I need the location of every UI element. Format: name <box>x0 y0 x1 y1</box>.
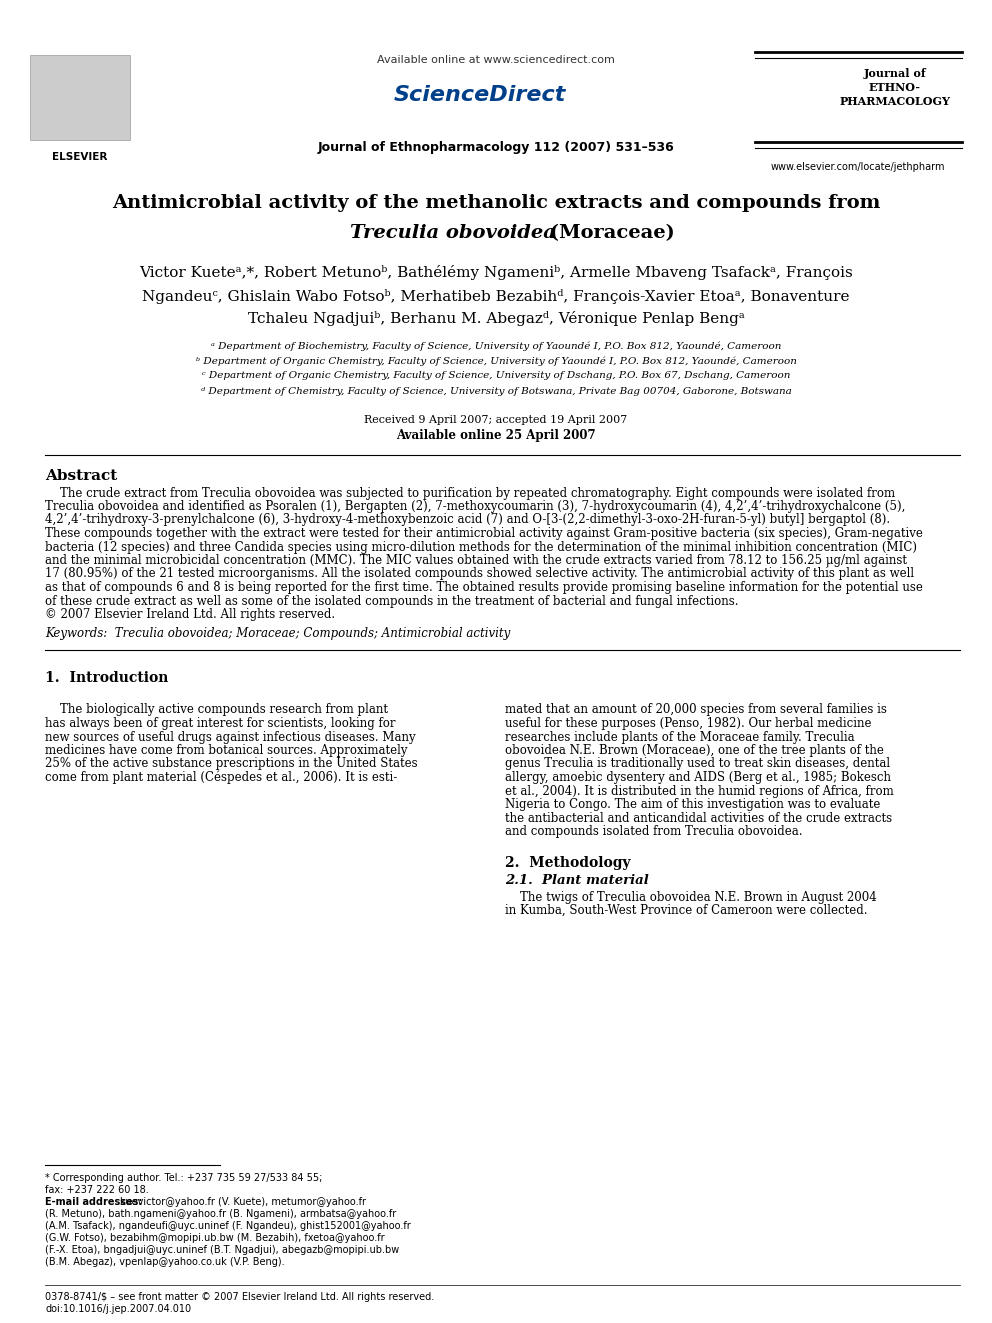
Text: Treculia obovoidea and identified as Psoralen (1), Bergapten (2), 7-methoxycouma: Treculia obovoidea and identified as Pso… <box>45 500 906 513</box>
Text: et al., 2004). It is distributed in the humid regions of Africa, from: et al., 2004). It is distributed in the … <box>505 785 894 798</box>
Text: obovoidea N.E. Brown (Moraceae), one of the tree plants of the: obovoidea N.E. Brown (Moraceae), one of … <box>505 744 884 757</box>
Text: The biologically active compounds research from plant: The biologically active compounds resear… <box>45 704 388 717</box>
Text: The crude extract from Treculia obovoidea was subjected to purification by repea: The crude extract from Treculia obovoide… <box>45 487 895 500</box>
Text: Nigeria to Congo. The aim of this investigation was to evaluate: Nigeria to Congo. The aim of this invest… <box>505 798 880 811</box>
Text: 4,2’,4’-trihydroxy-3-prenylchalcone (6), 3-hydroxy-4-methoxybenzoic acid (7) and: 4,2’,4’-trihydroxy-3-prenylchalcone (6),… <box>45 513 890 527</box>
Text: allergy, amoebic dysentery and AIDS (Berg et al., 1985; Bokesch: allergy, amoebic dysentery and AIDS (Ber… <box>505 771 891 785</box>
Text: (F.-X. Etoa), bngadjui@uyc.uninef (B.T. Ngadjui), abegazb@mopipi.ub.bw: (F.-X. Etoa), bngadjui@uyc.uninef (B.T. … <box>45 1245 399 1256</box>
Text: * Corresponding author. Tel.: +237 735 59 27/533 84 55;: * Corresponding author. Tel.: +237 735 5… <box>45 1174 322 1183</box>
Text: www.elsevier.com/locate/jethpharm: www.elsevier.com/locate/jethpharm <box>771 161 945 172</box>
Text: as that of compounds 6 and 8 is being reported for the first time. The obtained : as that of compounds 6 and 8 is being re… <box>45 581 923 594</box>
Text: kuevictor@yahoo.fr (V. Kuete), metumor@yahoo.fr: kuevictor@yahoo.fr (V. Kuete), metumor@y… <box>120 1197 366 1207</box>
Text: 1.  Introduction: 1. Introduction <box>45 671 169 685</box>
Text: ᵈ Department of Chemistry, Faculty of Science, University of Botswana, Private B: ᵈ Department of Chemistry, Faculty of Sc… <box>200 386 792 396</box>
Text: Victor Kueteᵃ,*, Robert Metunoᵇ, Bathélémy Ngameniᵇ, Armelle Mbaveng Tsafackᵃ, F: Victor Kueteᵃ,*, Robert Metunoᵇ, Bathélé… <box>139 265 853 279</box>
Text: medicines have come from botanical sources. Approximately: medicines have come from botanical sourc… <box>45 744 408 757</box>
Text: doi:10.1016/j.jep.2007.04.010: doi:10.1016/j.jep.2007.04.010 <box>45 1304 191 1314</box>
Text: Journal of: Journal of <box>864 67 927 79</box>
Text: 17 (80.95%) of the 21 tested microorganisms. All the isolated compounds showed s: 17 (80.95%) of the 21 tested microorgani… <box>45 568 914 581</box>
Text: of these crude extract as well as some of the isolated compounds in the treatmen: of these crude extract as well as some o… <box>45 594 738 607</box>
Text: ELSEVIER: ELSEVIER <box>53 152 108 161</box>
Bar <box>30 56 130 140</box>
Text: 0378-8741/$ – see front matter © 2007 Elsevier Ireland Ltd. All rights reserved.: 0378-8741/$ – see front matter © 2007 El… <box>45 1293 434 1302</box>
Text: E-mail addresses:: E-mail addresses: <box>45 1197 143 1207</box>
Text: come from plant material (Céspedes et al., 2006). It is esti-: come from plant material (Céspedes et al… <box>45 771 397 785</box>
Text: bacteria (12 species) and three Candida species using micro-dilution methods for: bacteria (12 species) and three Candida … <box>45 541 917 553</box>
Text: ᵇ Department of Organic Chemistry, Faculty of Science, University of Yaoundé I, : ᵇ Department of Organic Chemistry, Facul… <box>195 356 797 365</box>
Text: (A.M. Tsafack), ngandeufi@uyc.uninef (F. Ngandeu), ghist152001@yahoo.fr: (A.M. Tsafack), ngandeufi@uyc.uninef (F.… <box>45 1221 411 1230</box>
Text: Available online at www.sciencedirect.com: Available online at www.sciencedirect.co… <box>377 56 615 65</box>
Text: ᶜ Department of Organic Chemistry, Faculty of Science, University of Dschang, P.: ᶜ Department of Organic Chemistry, Facul… <box>201 372 791 381</box>
Text: ScienceDirect: ScienceDirect <box>394 85 566 105</box>
Text: and compounds isolated from Treculia obovoidea.: and compounds isolated from Treculia obo… <box>505 826 803 837</box>
Text: Tchaleu Ngadjuiᵇ, Berhanu M. Abegazᵈ, Véronique Penlap Bengᵃ: Tchaleu Ngadjuiᵇ, Berhanu M. Abegazᵈ, Vé… <box>248 311 744 325</box>
Text: (B.M. Abegaz), vpenlap@yahoo.co.uk (V.P. Beng).: (B.M. Abegaz), vpenlap@yahoo.co.uk (V.P.… <box>45 1257 285 1267</box>
Text: fax: +237 222 60 18.: fax: +237 222 60 18. <box>45 1185 149 1195</box>
Text: PHARMACOLOGY: PHARMACOLOGY <box>839 97 950 107</box>
Text: the antibacterial and anticandidal activities of the crude extracts: the antibacterial and anticandidal activ… <box>505 811 892 824</box>
Text: new sources of useful drugs against infectious diseases. Many: new sources of useful drugs against infe… <box>45 730 416 744</box>
Text: Ngandeuᶜ, Ghislain Wabo Fotsoᵇ, Merhatibeb Bezabihᵈ, François-Xavier Etoaᵃ, Bona: Ngandeuᶜ, Ghislain Wabo Fotsoᵇ, Merhatib… <box>142 288 850 303</box>
Text: Keywords:  Treculia obovoidea; Moraceae; Compounds; Antimicrobial activity: Keywords: Treculia obovoidea; Moraceae; … <box>45 627 510 640</box>
Text: ETHNO-: ETHNO- <box>869 82 921 93</box>
Text: (G.W. Fotso), bezabihm@mopipi.ub.bw (M. Bezabih), fxetoa@yahoo.fr: (G.W. Fotso), bezabihm@mopipi.ub.bw (M. … <box>45 1233 385 1244</box>
Text: 25% of the active substance prescriptions in the United States: 25% of the active substance prescription… <box>45 758 418 770</box>
Text: useful for these purposes (Penso, 1982). Our herbal medicine: useful for these purposes (Penso, 1982).… <box>505 717 872 730</box>
Text: Treculia obovoidea: Treculia obovoidea <box>350 224 556 242</box>
Text: Received 9 April 2007; accepted 19 April 2007: Received 9 April 2007; accepted 19 April… <box>364 415 628 425</box>
Text: mated that an amount of 20,000 species from several families is: mated that an amount of 20,000 species f… <box>505 704 887 717</box>
Text: genus Treculia is traditionally used to treat skin diseases, dental: genus Treculia is traditionally used to … <box>505 758 890 770</box>
Text: ᵃ Department of Biochemistry, Faculty of Science, University of Yaoundé I, P.O. : ᵃ Department of Biochemistry, Faculty of… <box>211 341 781 351</box>
Text: (Moraceae): (Moraceae) <box>543 224 675 242</box>
Text: has always been of great interest for scientists, looking for: has always been of great interest for sc… <box>45 717 396 730</box>
Text: These compounds together with the extract were tested for their antimicrobial ac: These compounds together with the extrac… <box>45 527 923 540</box>
Text: © 2007 Elsevier Ireland Ltd. All rights reserved.: © 2007 Elsevier Ireland Ltd. All rights … <box>45 609 335 620</box>
Text: and the minimal microbicidal concentration (MMC). The MIC values obtained with t: and the minimal microbicidal concentrati… <box>45 554 907 568</box>
Text: 2.1.  Plant material: 2.1. Plant material <box>505 875 649 888</box>
Text: Antimicrobial activity of the methanolic extracts and compounds from: Antimicrobial activity of the methanolic… <box>112 194 880 212</box>
Text: researches include plants of the Moraceae family. Treculia: researches include plants of the Moracea… <box>505 730 855 744</box>
Text: Available online 25 April 2007: Available online 25 April 2007 <box>396 430 596 442</box>
Text: Abstract: Abstract <box>45 468 117 483</box>
Text: The twigs of Treculia obovoidea N.E. Brown in August 2004: The twigs of Treculia obovoidea N.E. Bro… <box>505 890 877 904</box>
Text: Journal of Ethnopharmacology 112 (2007) 531–536: Journal of Ethnopharmacology 112 (2007) … <box>317 142 675 155</box>
Text: 2.  Methodology: 2. Methodology <box>505 856 631 871</box>
Text: in Kumba, South-West Province of Cameroon were collected.: in Kumba, South-West Province of Cameroo… <box>505 904 867 917</box>
Text: (R. Metuno), bath.ngameni@yahoo.fr (B. Ngameni), armbatsa@yahoo.fr: (R. Metuno), bath.ngameni@yahoo.fr (B. N… <box>45 1209 396 1218</box>
